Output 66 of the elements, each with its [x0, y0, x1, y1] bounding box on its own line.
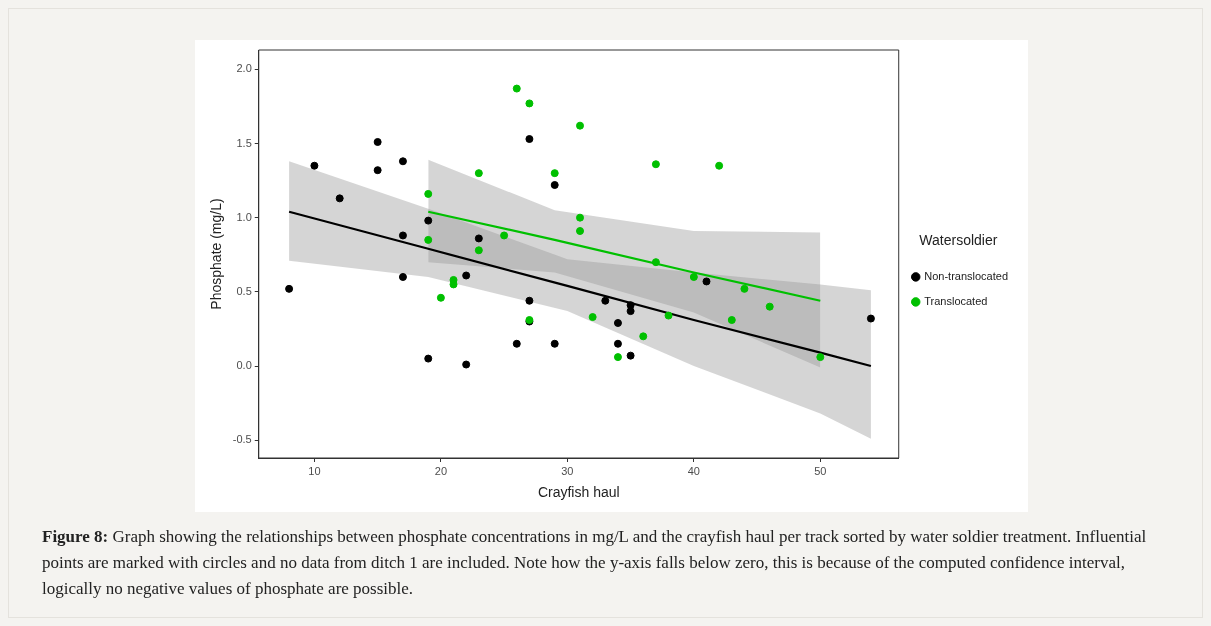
point: [474, 234, 483, 243]
point: [424, 216, 433, 225]
point: [613, 353, 622, 362]
point: [702, 277, 711, 286]
point: [626, 351, 635, 360]
point: [424, 235, 433, 244]
point: [550, 339, 559, 348]
point: [373, 137, 382, 146]
point: [664, 311, 673, 320]
point: [285, 284, 294, 293]
point: [512, 339, 521, 348]
y-tick-label: -0.5: [232, 433, 252, 446]
point: [525, 135, 534, 144]
point: [816, 353, 825, 362]
caption: Figure 8: Graph showing the relationships between phosphate concentrations in mg/L and the crayfish haul per track sorted by water soldier treatment. Influential points are marked with circles and no data from ditch 1 are included. Note how the y-axis falls below zero, this is because of the computed confidence interval, logically no negative values of phosphate are possible.: [42, 526, 1148, 600]
point: [398, 157, 407, 166]
point: [424, 354, 433, 363]
point: [727, 316, 736, 325]
y-tick-label: 0.0: [236, 359, 252, 372]
point: [576, 227, 585, 235]
x-tick-label: 30: [561, 464, 574, 477]
x-axis-title: Crayfish haul: [537, 484, 620, 501]
y-tick-label: 0.5: [236, 284, 252, 297]
legend-label: Translocated: [924, 294, 988, 307]
point: [689, 273, 698, 281]
point: [651, 258, 660, 267]
point: [613, 339, 622, 348]
point: [613, 318, 622, 327]
point: [525, 296, 534, 305]
point: [601, 296, 610, 305]
point: [474, 246, 483, 255]
y-tick-label: 2.0: [236, 62, 252, 75]
point: [525, 99, 534, 108]
point: [335, 194, 344, 203]
point: [550, 181, 559, 190]
point: [373, 166, 382, 175]
point: [576, 121, 585, 130]
point: [462, 360, 471, 369]
point: [550, 169, 559, 178]
x-tick-label: 40: [687, 464, 700, 477]
point: [398, 231, 407, 240]
y-tick-label: 1.0: [236, 210, 252, 223]
point: [866, 314, 875, 323]
x-tick-label: 10: [308, 464, 321, 477]
point: [576, 213, 585, 222]
point: [474, 169, 483, 178]
point: [715, 161, 724, 170]
point: [512, 84, 521, 93]
point: [424, 189, 433, 198]
legend-title: Watersoldier: [919, 232, 998, 249]
point: [436, 293, 445, 302]
point: [588, 313, 597, 322]
point: [740, 284, 749, 293]
y-axis-title: Phosphate (mg/L): [208, 198, 225, 310]
point: [651, 160, 660, 169]
point: [626, 307, 635, 316]
point: [310, 161, 319, 170]
point: [500, 231, 509, 240]
y-tick-label: 1.5: [236, 136, 252, 149]
x-tick-label: 20: [434, 464, 448, 477]
point: [398, 273, 407, 281]
x-tick-label: 50: [814, 464, 827, 477]
legend-label: Non-translocated: [924, 269, 1009, 282]
point: [462, 271, 471, 280]
point: [639, 332, 648, 341]
point: [765, 302, 774, 311]
